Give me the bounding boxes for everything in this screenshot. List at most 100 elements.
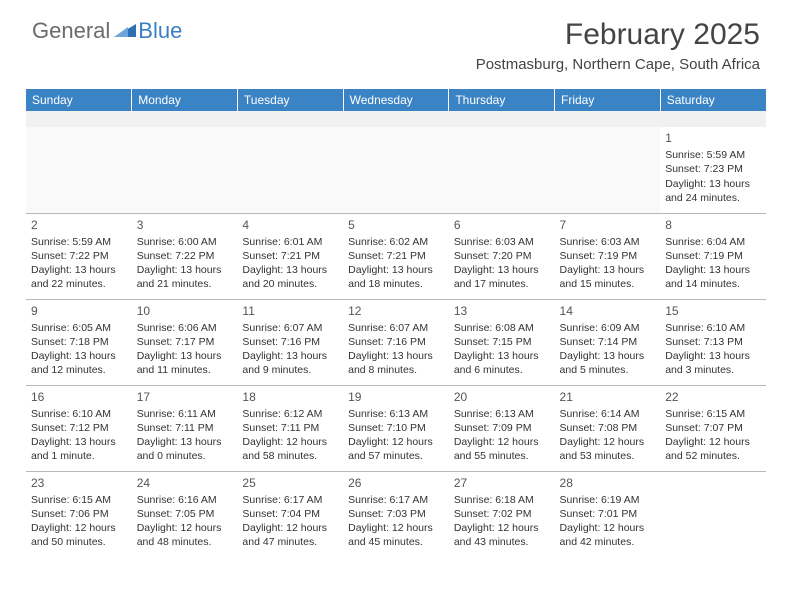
day-number: 18 — [242, 389, 338, 405]
day-number: 5 — [348, 217, 444, 233]
sunrise-text: Sunrise: 6:10 AM — [31, 407, 127, 421]
calendar-cell: 28Sunrise: 6:19 AMSunset: 7:01 PMDayligh… — [555, 471, 661, 557]
calendar-week-row: 2Sunrise: 5:59 AMSunset: 7:22 PMDaylight… — [26, 213, 766, 299]
calendar-cell: 10Sunrise: 6:06 AMSunset: 7:17 PMDayligh… — [132, 299, 238, 385]
calendar-cell: 3Sunrise: 6:00 AMSunset: 7:22 PMDaylight… — [132, 213, 238, 299]
sunrise-text: Sunrise: 6:15 AM — [31, 493, 127, 507]
logo-triangle-icon — [114, 21, 136, 42]
calendar-cell: 22Sunrise: 6:15 AMSunset: 7:07 PMDayligh… — [660, 385, 766, 471]
day-number: 22 — [665, 389, 761, 405]
calendar-cell: 25Sunrise: 6:17 AMSunset: 7:04 PMDayligh… — [237, 471, 343, 557]
location-subtitle: Postmasburg, Northern Cape, South Africa — [476, 56, 760, 73]
title-block: February 2025 Postmasburg, Northern Cape… — [476, 18, 760, 73]
sunrise-text: Sunrise: 6:10 AM — [665, 321, 761, 335]
calendar-cell: 13Sunrise: 6:08 AMSunset: 7:15 PMDayligh… — [449, 299, 555, 385]
sunset-text: Sunset: 7:06 PM — [31, 507, 127, 521]
sunrise-text: Sunrise: 6:09 AM — [560, 321, 656, 335]
sunrise-text: Sunrise: 6:12 AM — [242, 407, 338, 421]
daylight-text: Daylight: 13 hours and 6 minutes. — [454, 349, 550, 377]
sunrise-text: Sunrise: 6:07 AM — [348, 321, 444, 335]
calendar-cell: 9 Sunrise: 6:05 AMSunset: 7:18 PMDaylight… — [26, 299, 132, 385]
day-header-friday: Friday — [555, 89, 661, 111]
sunrise-text: Sunrise: 6:15 AM — [665, 407, 761, 421]
daylight-text: Daylight: 12 hours and 43 minutes. — [454, 521, 550, 549]
calendar-cell — [132, 127, 238, 213]
sunset-text: Sunset: 7:03 PM — [348, 507, 444, 521]
daylight-text: Daylight: 13 hours and 11 minutes. — [137, 349, 233, 377]
calendar-cell: 17Sunrise: 6:11 AMSunset: 7:11 PMDayligh… — [132, 385, 238, 471]
page-header: General Blue February 2025 Postmasburg, … — [0, 0, 792, 81]
sunset-text: Sunset: 7:13 PM — [665, 335, 761, 349]
sunrise-text: Sunrise: 6:03 AM — [454, 235, 550, 249]
sunset-text: Sunset: 7:22 PM — [31, 249, 127, 263]
month-title: February 2025 — [476, 18, 760, 52]
daylight-text: Daylight: 13 hours and 9 minutes. — [242, 349, 338, 377]
sunrise-text: Sunrise: 6:13 AM — [348, 407, 444, 421]
sunrise-text: Sunrise: 6:08 AM — [454, 321, 550, 335]
calendar-week-row: 1Sunrise: 5:59 AMSunset: 7:23 PMDaylight… — [26, 127, 766, 213]
calendar-cell: 16Sunrise: 6:10 AMSunset: 7:12 PMDayligh… — [26, 385, 132, 471]
daylight-text: Daylight: 13 hours and 3 minutes. — [665, 349, 761, 377]
sunset-text: Sunset: 7:11 PM — [242, 421, 338, 435]
daylight-text: Daylight: 12 hours and 57 minutes. — [348, 435, 444, 463]
calendar-cell — [555, 127, 661, 213]
daylight-text: Daylight: 13 hours and 1 minute. — [31, 435, 127, 463]
sunset-text: Sunset: 7:19 PM — [560, 249, 656, 263]
sunset-text: Sunset: 7:21 PM — [348, 249, 444, 263]
sunrise-text: Sunrise: 6:19 AM — [560, 493, 656, 507]
day-header-sunday: Sunday — [26, 89, 132, 111]
day-header-monday: Monday — [132, 89, 238, 111]
day-number: 9 — [31, 303, 127, 319]
sunrise-text: Sunrise: 6:03 AM — [560, 235, 656, 249]
day-number: 2 — [31, 217, 127, 233]
calendar-cell: 4Sunrise: 6:01 AMSunset: 7:21 PMDaylight… — [237, 213, 343, 299]
daylight-text: Daylight: 12 hours and 42 minutes. — [560, 521, 656, 549]
daylight-text: Daylight: 12 hours and 45 minutes. — [348, 521, 444, 549]
sunset-text: Sunset: 7:12 PM — [31, 421, 127, 435]
calendar-cell: 8Sunrise: 6:04 AMSunset: 7:19 PMDaylight… — [660, 213, 766, 299]
calendar-cell: 27Sunrise: 6:18 AMSunset: 7:02 PMDayligh… — [449, 471, 555, 557]
calendar-cell: 1Sunrise: 5:59 AMSunset: 7:23 PMDaylight… — [660, 127, 766, 213]
sunrise-text: Sunrise: 6:07 AM — [242, 321, 338, 335]
calendar-cell: 11Sunrise: 6:07 AMSunset: 7:16 PMDayligh… — [237, 299, 343, 385]
calendar-table: Sunday Monday Tuesday Wednesday Thursday… — [26, 89, 766, 557]
calendar-cell: 2Sunrise: 5:59 AMSunset: 7:22 PMDaylight… — [26, 213, 132, 299]
daylight-text: Daylight: 12 hours and 58 minutes. — [242, 435, 338, 463]
sunset-text: Sunset: 7:01 PM — [560, 507, 656, 521]
calendar-cell: 18 Sunrise: 6:12 AMSunset: 7:11 PMDayligh… — [237, 385, 343, 471]
sunset-text: Sunset: 7:18 PM — [31, 335, 127, 349]
day-number: 13 — [454, 303, 550, 319]
day-number: 17 — [137, 389, 233, 405]
daylight-text: Daylight: 13 hours and 12 minutes. — [31, 349, 127, 377]
calendar-cell: 23Sunrise: 6:15 AMSunset: 7:06 PMDayligh… — [26, 471, 132, 557]
sunrise-text: Sunrise: 6:16 AM — [137, 493, 233, 507]
calendar-cell — [449, 127, 555, 213]
day-number: 15 — [665, 303, 761, 319]
daylight-text: Daylight: 13 hours and 15 minutes. — [560, 263, 656, 291]
daylight-text: Daylight: 13 hours and 5 minutes. — [560, 349, 656, 377]
day-number: 1 — [665, 130, 761, 146]
day-number: 8 — [665, 217, 761, 233]
calendar-cell: 15 Sunrise: 6:10 AMSunset: 7:13 PMDayligh… — [660, 299, 766, 385]
day-number: 23 — [31, 475, 127, 491]
sunset-text: Sunset: 7:08 PM — [560, 421, 656, 435]
day-number: 19 — [348, 389, 444, 405]
sunset-text: Sunset: 7:16 PM — [242, 335, 338, 349]
daylight-text: Daylight: 13 hours and 8 minutes. — [348, 349, 444, 377]
daylight-text: Daylight: 12 hours and 55 minutes. — [454, 435, 550, 463]
sunrise-text: Sunrise: 6:05 AM — [31, 321, 127, 335]
day-number: 10 — [137, 303, 233, 319]
sunset-text: Sunset: 7:09 PM — [454, 421, 550, 435]
sunset-text: Sunset: 7:16 PM — [348, 335, 444, 349]
logo-text-general: General — [32, 18, 110, 44]
calendar-cell — [237, 127, 343, 213]
sunset-text: Sunset: 7:19 PM — [665, 249, 761, 263]
blank-row — [26, 111, 766, 127]
day-number: 12 — [348, 303, 444, 319]
calendar-cell — [26, 127, 132, 213]
sunrise-text: Sunrise: 5:59 AM — [665, 148, 761, 162]
sunrise-text: Sunrise: 6:11 AM — [137, 407, 233, 421]
sunset-text: Sunset: 7:04 PM — [242, 507, 338, 521]
calendar-cell — [343, 127, 449, 213]
day-number: 25 — [242, 475, 338, 491]
